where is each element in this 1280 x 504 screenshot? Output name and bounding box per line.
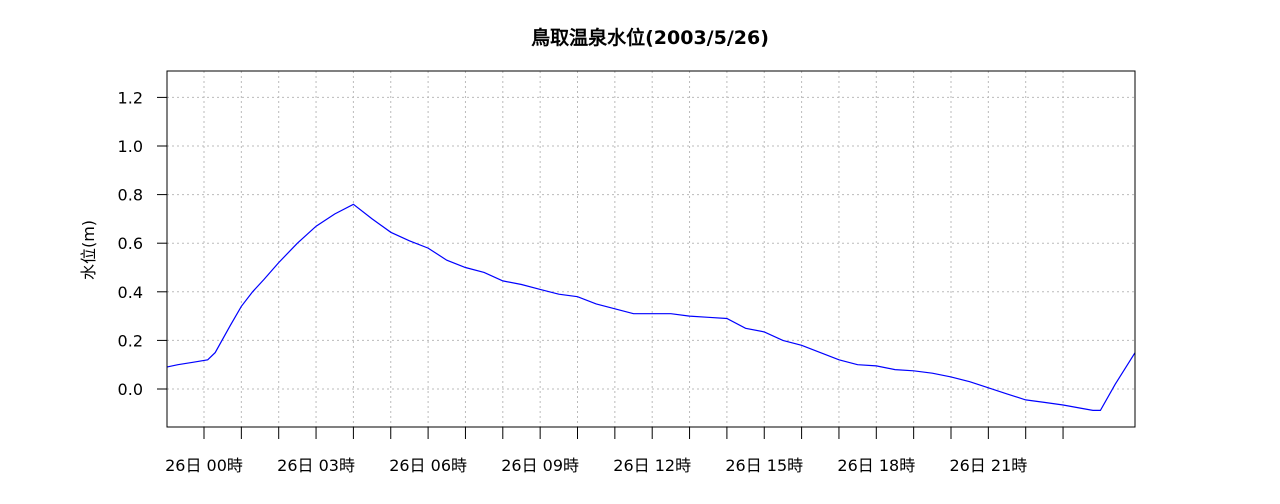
plot-frame — [166, 70, 1136, 428]
y-tick-label: 0.2 — [118, 331, 143, 350]
y-tick-label: 0.8 — [118, 186, 143, 205]
series — [166, 203, 1136, 411]
y-tick-label: 0.4 — [118, 283, 143, 302]
y-tick-label: 0.6 — [118, 234, 143, 253]
x-tick-label: 26日 03時 — [277, 456, 355, 475]
x-tick-label: 26日 18時 — [837, 456, 915, 475]
y-tick-label: 1.0 — [118, 137, 143, 156]
y-tick-label: 1.2 — [118, 88, 143, 107]
x-tick-label: 26日 00時 — [165, 456, 243, 475]
water-level-line — [166, 203, 1136, 411]
y-axis-label: 水位(m) — [79, 220, 98, 280]
x-tick-label: 26日 15時 — [725, 456, 803, 475]
x-tick-label: 26日 21時 — [949, 456, 1027, 475]
grid — [167, 71, 1135, 427]
x-tick-label: 26日 06時 — [389, 456, 467, 475]
x-tick-label: 26日 09時 — [501, 456, 579, 475]
axes: 0.0 0.2 0.4 0.6 0.8 1.0 1.2 26日 00時 26日 03時 26日 0… — [118, 88, 1064, 475]
y-tick-label: 0.0 — [118, 380, 143, 399]
x-tick-label: 26日 12時 — [613, 456, 691, 475]
chart-title: 鳥取温泉水位(2003/5/26) — [531, 26, 769, 49]
